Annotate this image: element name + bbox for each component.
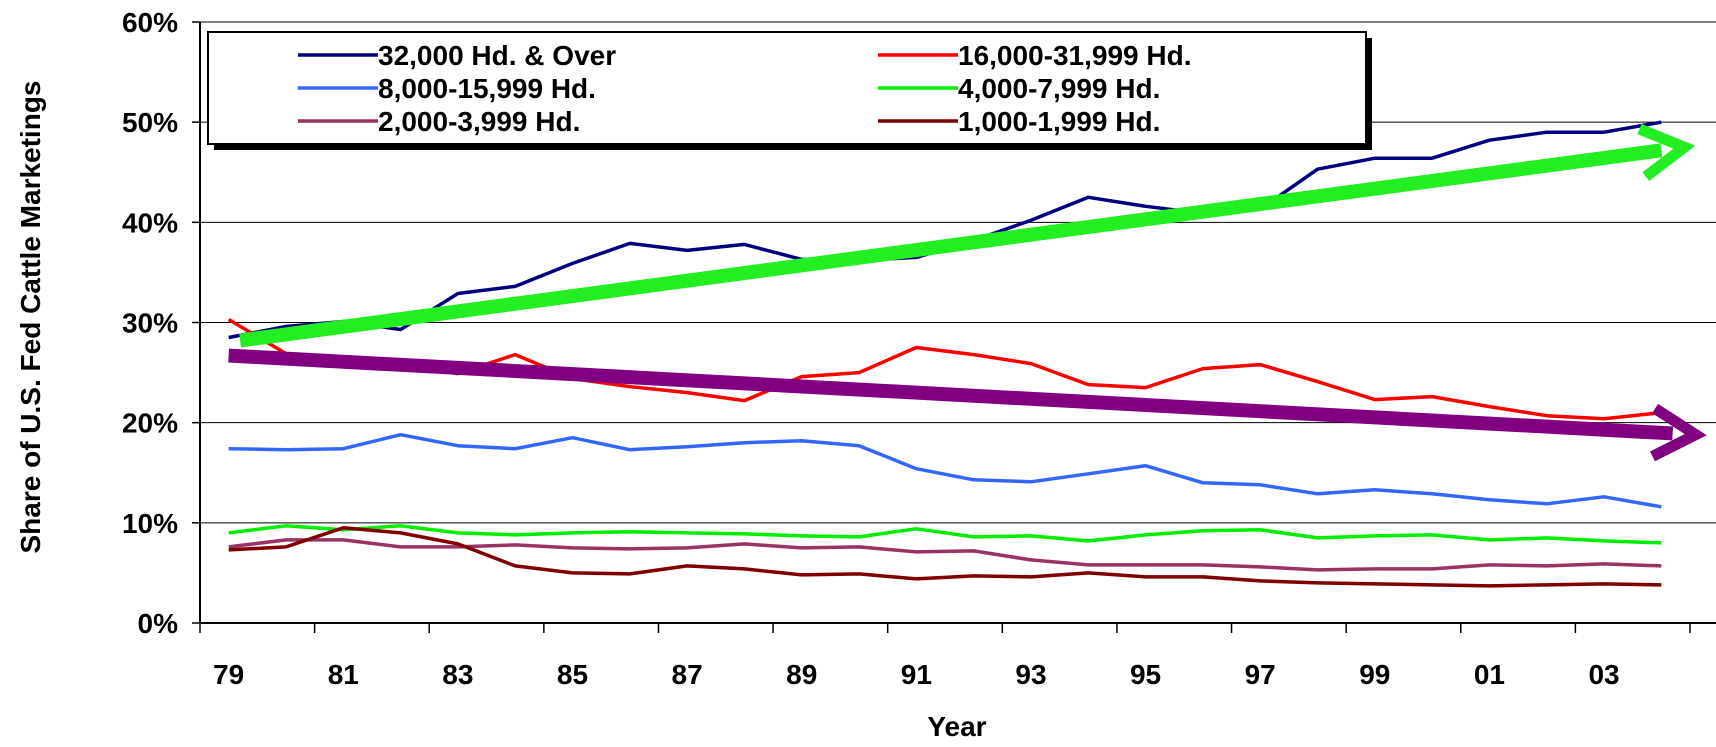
x-tick-label: 03 [1588,659,1619,690]
y-tick-label: 30% [122,308,178,339]
y-tick-label: 20% [122,408,178,439]
x-tick-label: 93 [1015,659,1046,690]
y-tick-label: 60% [122,7,178,38]
y-tick-label: 50% [122,107,178,138]
x-tick-label: 99 [1359,659,1390,690]
x-tick-label: 85 [557,659,588,690]
x-tick-label: 81 [328,659,359,690]
x-tick-label: 89 [786,659,817,690]
x-axis-title: Year [927,711,986,742]
series-lines [227,120,1662,588]
legend-label: 8,000-15,999 Hd. [378,73,596,104]
series-line [228,120,1662,340]
legend-label: 1,000-1,999 Hd. [958,106,1160,137]
x-tick-label: 97 [1245,659,1276,690]
x-axis-ticks: 79 81 83 85 87 89 91 93 95 97 99 01 03 [199,623,1691,690]
trend-arrow-head [1650,403,1707,462]
x-tick-label: 95 [1130,659,1161,690]
y-tick-label: 40% [122,207,178,238]
y-tick-label: 0% [138,608,179,639]
legend-label: 4,000-7,999 Hd. [958,73,1160,104]
legend: 32,000 Hd. & Over 16,000-31,999 Hd. 8,000-… [207,31,1372,150]
trend-arrow-shaft [239,143,1663,348]
legend-label: 16,000-31,999 Hd. [958,40,1192,71]
legend-label: 32,000 Hd. & Over [378,40,616,71]
x-tick-label: 01 [1474,659,1505,690]
x-tick-label: 91 [901,659,932,690]
trend-arrow-shaft [228,348,1674,441]
x-tick-label: 83 [442,659,473,690]
trend-arrow-head [1637,123,1696,181]
legend-label: 2,000-3,999 Hd. [378,106,580,137]
x-tick-label: 79 [213,659,244,690]
series-line [228,432,1662,509]
y-axis-ticks: 0% 10% 20% 30% 40% 50% 60% [122,7,200,639]
series-line [228,538,1662,572]
series-line [228,526,1662,588]
y-axis-title: Share of U.S. Fed Cattle Marketings [15,81,46,554]
series-line [228,524,1662,545]
y-tick-label: 10% [122,508,178,539]
x-tick-label: 87 [672,659,703,690]
trend-arrows [228,123,1707,462]
legend-box [207,31,1367,145]
